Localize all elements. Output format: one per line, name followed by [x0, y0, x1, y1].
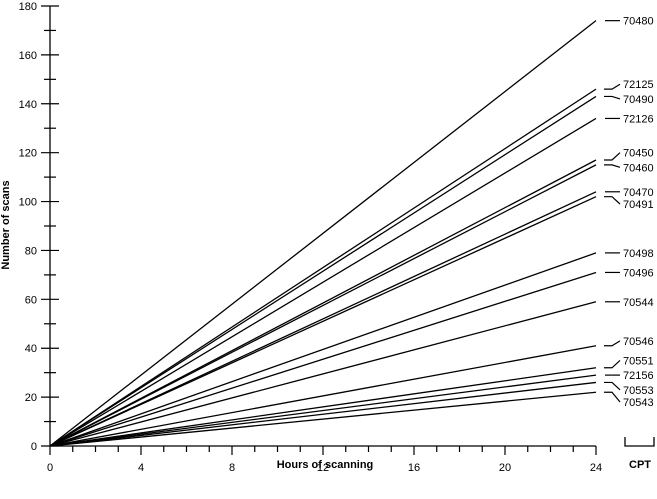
cpt-bracket [624, 437, 655, 447]
label-leader [604, 196, 621, 205]
series-label-group: 70496 [605, 267, 654, 279]
x-axis-title: Hours of scanning [277, 459, 374, 471]
series-label-group: 70491 [604, 196, 654, 211]
series-label-group: 70543 [604, 391, 654, 409]
series-label-70543: 70543 [623, 397, 654, 409]
series-label-group: 70480 [605, 16, 654, 28]
series-label-70553: 70553 [623, 385, 654, 397]
series-label-group: 70551 [604, 355, 654, 369]
series-label-group: 70460 [604, 162, 654, 174]
x-tick-label: 8 [229, 462, 235, 474]
series-label-72156: 72156 [623, 370, 654, 382]
y-tick-label: 80 [25, 245, 37, 257]
series-label-group: 70498 [605, 248, 654, 260]
series-label-70491: 70491 [623, 199, 654, 211]
series-line-72126 [49, 117, 597, 447]
series-label-70490: 70490 [623, 94, 654, 106]
y-tick-label: 100 [19, 197, 37, 209]
label-leader [604, 381, 621, 391]
x-tick-label: 12 [317, 462, 329, 474]
legend-title: CPT [629, 459, 651, 471]
label-leader [604, 95, 621, 100]
series-line-72156 [49, 374, 597, 447]
label-leader [604, 391, 621, 403]
series-line-70543 [49, 391, 597, 447]
label-leader [604, 360, 621, 369]
series-label-70546: 70546 [623, 336, 654, 348]
y-axis-title: Number of scans [0, 180, 12, 269]
label-leader [604, 340, 621, 347]
series-label-group: 72156 [605, 370, 654, 382]
series-label-group: 70546 [604, 336, 654, 348]
y-tick-label: 160 [19, 50, 37, 62]
series-label-70450: 70450 [623, 148, 654, 160]
series-label-72126: 72126 [623, 113, 654, 125]
x-tick-label: 16 [408, 462, 420, 474]
x-tick-label: 20 [499, 462, 511, 474]
y-tick-label: 0 [31, 441, 37, 453]
series-line-70496 [49, 271, 597, 447]
y-tick-label: 140 [19, 99, 37, 111]
series-label-group: 70470 [605, 187, 654, 199]
x-ticks: 0 4 8 12 16 20 24 [47, 446, 602, 474]
label-leader [604, 164, 621, 168]
series-line-72125 [49, 88, 597, 447]
y-tick-label: 120 [19, 148, 37, 160]
y-tick-label: 180 [19, 1, 37, 13]
series-label-group: 70553 [604, 381, 654, 397]
series-line-70480 [49, 20, 597, 447]
series-label-70460: 70460 [623, 162, 654, 174]
cpt-bracket-line [624, 437, 655, 447]
series-label-group: 70450 [604, 148, 654, 161]
series-label-70470: 70470 [623, 187, 654, 199]
series-line-70544 [49, 301, 597, 447]
series-label-70544: 70544 [623, 297, 654, 309]
series-label-group: 70490 [604, 94, 654, 106]
series-line-70490 [49, 95, 597, 447]
series-label-group: 70544 [605, 297, 654, 309]
series-label-70498: 70498 [623, 248, 654, 260]
y-tick-label: 40 [25, 343, 37, 355]
label-leader [604, 83, 621, 90]
series-labels: 70480 72125 70490 72126 70450 70460 7047070491… [604, 16, 654, 409]
label-leader [604, 152, 621, 161]
series-line-70551 [49, 367, 597, 447]
series-layer [49, 20, 597, 447]
series-label-70551: 70551 [623, 355, 654, 367]
x-tick-label: 0 [47, 462, 53, 474]
series-line-70491 [49, 196, 597, 447]
series-label-72125: 72125 [623, 79, 654, 91]
series-line-70470 [49, 191, 597, 447]
series-line-70553 [49, 381, 597, 447]
series-label-70496: 70496 [623, 267, 654, 279]
series-line-70450 [49, 159, 597, 447]
series-label-group: 72126 [605, 113, 654, 125]
y-tick-label: 60 [25, 294, 37, 306]
series-line-70460 [49, 164, 597, 447]
series-line-70546 [49, 345, 597, 447]
x-tick-label: 4 [138, 462, 144, 474]
x-tick-label: 24 [590, 462, 602, 474]
series-label-group: 72125 [604, 79, 654, 91]
series-line-70498 [49, 252, 597, 447]
y-ticks: 0 20 40 60 80 100 120 140 160 180 [19, 1, 59, 453]
series-label-70480: 70480 [623, 16, 654, 28]
y-tick-label: 20 [25, 392, 37, 404]
